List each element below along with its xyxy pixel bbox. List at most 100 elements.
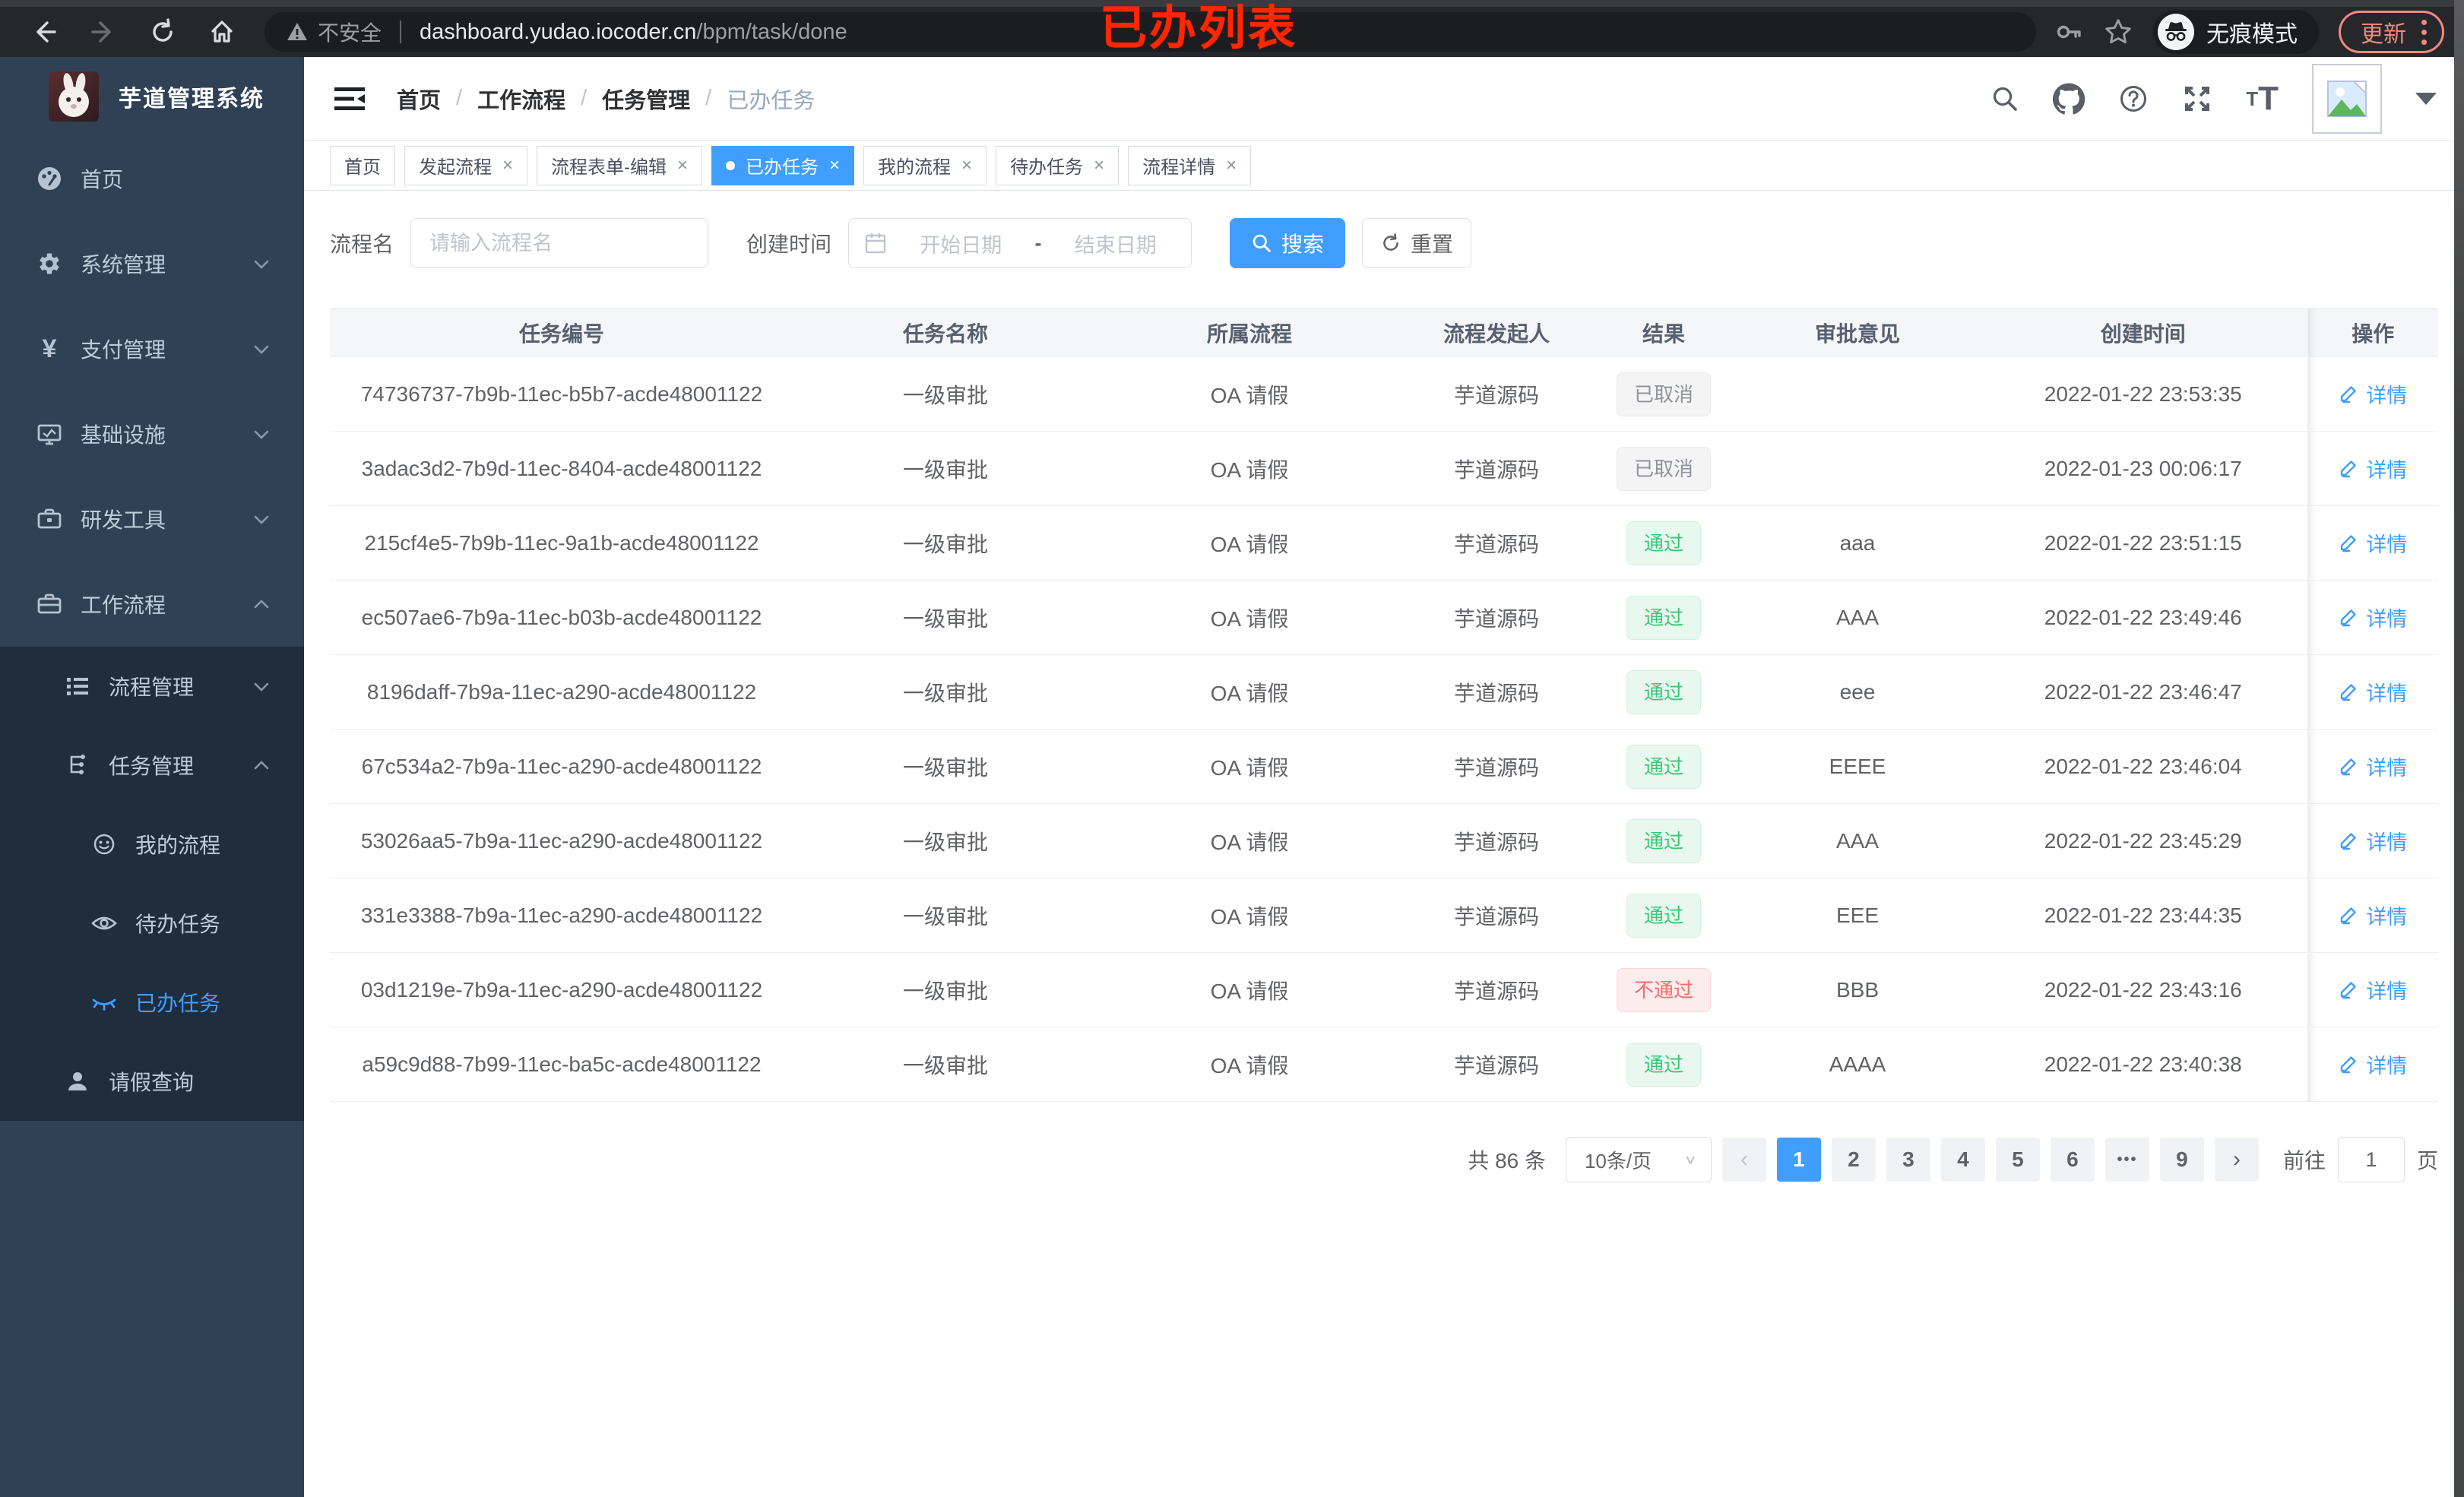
sidebar-item-workflow[interactable]: 工作流程: [0, 562, 304, 647]
sidebar-item-label: 工作流程: [81, 593, 166, 617]
detail-button[interactable]: 详情: [2339, 1049, 2407, 1079]
sidebar-item-todo-tasks[interactable]: 待办任务: [0, 884, 304, 963]
tab-close-icon[interactable]: ×: [502, 154, 514, 176]
edit-pencil-icon: [2341, 1056, 2356, 1074]
prev-page-button[interactable]: ‹: [1721, 1138, 1766, 1182]
tab-close-icon[interactable]: ×: [1226, 154, 1237, 176]
chevron-down-icon: [251, 508, 272, 530]
cell-task-id: 74736737-7b9b-11ec-b5b7-acde48001122: [330, 356, 793, 432]
browser-back-button[interactable]: [20, 12, 68, 52]
cell-task-name: 一级审批: [793, 431, 1097, 506]
list-icon: [63, 673, 92, 699]
process-name-input[interactable]: [410, 218, 709, 268]
browser-menu-icon[interactable]: [2421, 19, 2427, 45]
breadcrumb-workflow[interactable]: 工作流程: [477, 88, 566, 113]
cell-created: 2022-01-22 23:46:47: [1979, 654, 2307, 730]
reset-button[interactable]: 重置: [1362, 218, 1472, 268]
page-button-1[interactable]: 1: [1776, 1138, 1821, 1182]
key-icon[interactable]: [2054, 17, 2083, 46]
sidebar-item-my-process[interactable]: 我的流程: [0, 805, 304, 884]
sidebar-item-dev-tools[interactable]: 研发工具: [0, 476, 304, 562]
sidebar-logo[interactable]: 芋道管理系统: [0, 57, 304, 136]
tab-start-process[interactable]: 发起流程 ×: [404, 145, 528, 185]
page-ellipsis[interactable]: •••: [2105, 1138, 2149, 1182]
detail-button[interactable]: 详情: [2339, 975, 2407, 1005]
tab-label: 首页: [344, 157, 381, 178]
page-button-4[interactable]: 4: [1940, 1138, 1985, 1182]
sidebar-item-leave-query[interactable]: 请假查询: [0, 1042, 304, 1121]
detail-button[interactable]: 详情: [2339, 677, 2407, 707]
sidebar-item-home[interactable]: 首页: [0, 136, 304, 221]
sidebar-item-infrastructure[interactable]: 基础设施: [0, 391, 304, 476]
tab-close-icon[interactable]: ×: [677, 154, 689, 176]
page-size-value: 10条/页: [1584, 1149, 1652, 1173]
browser-update-button[interactable]: 更新: [2339, 11, 2444, 53]
sidebar-item-process-management[interactable]: 流程管理: [0, 647, 304, 726]
tab-close-icon[interactable]: ×: [1094, 154, 1105, 176]
cell-task-name: 一级审批: [793, 356, 1097, 432]
status-badge: 已取消: [1616, 446, 1711, 491]
address-bar[interactable]: 不安全 dashboard.yudao.iocoder.cn/bpm/task/…: [264, 12, 2036, 52]
header-search-button[interactable]: [1991, 84, 2019, 113]
detail-button[interactable]: 详情: [2339, 603, 2407, 632]
bookmark-star-icon[interactable]: [2103, 17, 2133, 47]
table-row: 74736737-7b9b-11ec-b5b7-acde48001122 一级审…: [330, 356, 2438, 432]
tab-close-icon[interactable]: ×: [829, 154, 841, 176]
avatar[interactable]: [2312, 63, 2382, 134]
page-button-5[interactable]: 5: [1995, 1138, 2040, 1182]
tab-close-icon[interactable]: ×: [961, 154, 973, 176]
page-button-3[interactable]: 3: [1886, 1138, 1930, 1182]
detail-button[interactable]: 详情: [2339, 826, 2407, 856]
detail-button[interactable]: 详情: [2339, 379, 2407, 409]
security-label: 不安全: [318, 21, 382, 45]
sidebar-item-label: 首页: [81, 168, 124, 191]
sidebar-item-system-management[interactable]: 系统管理: [0, 221, 304, 306]
edit-pencil-icon: [2341, 609, 2356, 627]
breadcrumb-home[interactable]: 首页: [397, 88, 442, 113]
breadcrumb-task-management[interactable]: 任务管理: [602, 88, 691, 113]
edit-pencil-icon: [2341, 758, 2356, 776]
sidebar-item-label: 任务管理: [109, 755, 195, 778]
page-button-9[interactable]: 9: [2159, 1138, 2204, 1182]
sidebar-item-payment-management[interactable]: ¥ 支付管理: [0, 306, 304, 391]
col-task-name: 任务名称: [793, 308, 1097, 357]
detail-button[interactable]: 详情: [2339, 528, 2407, 558]
cell-task-id: 331e3388-7b9a-11ec-a290-acde48001122: [330, 878, 793, 953]
page-button-6[interactable]: 6: [2050, 1138, 2095, 1182]
col-result: 结果: [1591, 308, 1736, 357]
goto-page-input[interactable]: [2337, 1137, 2405, 1182]
detail-button[interactable]: 详情: [2339, 752, 2407, 781]
sidebar-collapse-button[interactable]: [331, 82, 368, 116]
page-button-2[interactable]: 2: [1831, 1138, 1876, 1182]
search-button[interactable]: 搜索: [1230, 218, 1346, 268]
help-button[interactable]: [2118, 84, 2149, 114]
tab-process-detail[interactable]: 流程详情 ×: [1128, 145, 1252, 185]
github-link[interactable]: [2053, 83, 2086, 115]
reload-icon: [153, 18, 173, 42]
fullscreen-button[interactable]: [2182, 84, 2212, 114]
date-range-picker[interactable]: 开始日期 - 结束日期: [848, 218, 1192, 268]
sidebar-item-label: 流程管理: [109, 676, 195, 699]
browser-reload-button[interactable]: [138, 12, 187, 52]
cell-created: 2022-01-23 00:06:17: [1979, 431, 2307, 506]
sidebar-item-task-management[interactable]: 任务管理: [0, 726, 304, 805]
browser-forward-button[interactable]: [79, 12, 128, 52]
cell-process: OA 请假: [1097, 654, 1401, 730]
tab-done-tasks[interactable]: 已办任务 ×: [711, 145, 855, 185]
tab-home[interactable]: 首页: [330, 145, 395, 185]
tab-todo-tasks[interactable]: 待办任务 ×: [996, 145, 1120, 185]
sidebar-item-done-tasks[interactable]: 已办任务: [0, 963, 304, 1042]
page-size-select[interactable]: 10条/页 ∨: [1565, 1137, 1712, 1182]
next-page-button[interactable]: ›: [2214, 1138, 2259, 1182]
detail-label: 详情: [2366, 980, 2408, 1003]
avatar-caret-icon[interactable]: [2415, 92, 2437, 105]
app-title: 芋道管理系统: [119, 87, 264, 112]
detail-button[interactable]: 详情: [2339, 454, 2407, 483]
tab-my-process[interactable]: 我的流程 ×: [863, 145, 987, 185]
tab-form-edit[interactable]: 流程表单-编辑 ×: [537, 145, 703, 185]
browser-home-button[interactable]: [198, 12, 246, 52]
github-icon: [2053, 83, 2086, 115]
detail-button[interactable]: 详情: [2339, 900, 2407, 930]
